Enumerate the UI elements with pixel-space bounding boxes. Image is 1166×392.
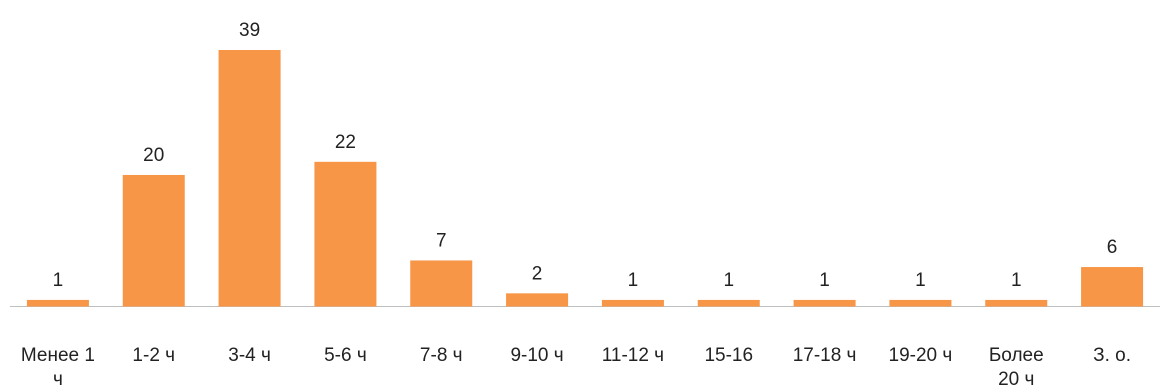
data-label-11: 6 bbox=[1107, 237, 1118, 258]
x-tick-label-line: 20 ч bbox=[998, 369, 1034, 390]
bar-7 bbox=[697, 299, 760, 307]
bars-layer bbox=[26, 50, 1144, 307]
data-label-10: 1 bbox=[1011, 270, 1022, 291]
x-tick-label-line: 1-2 ч bbox=[132, 345, 175, 366]
data-label-4: 7 bbox=[436, 230, 447, 251]
x-tick-label-line: 3-4 ч bbox=[228, 345, 271, 366]
x-tick-label-line: ч bbox=[53, 369, 63, 390]
x-tick-label-7: 15-16 bbox=[704, 345, 753, 366]
x-tick-label-line: 19-20 ч bbox=[889, 345, 953, 366]
x-tick-label-line: Менее 1 bbox=[21, 345, 95, 366]
x-tick-label-2: 3-4 ч bbox=[228, 345, 271, 366]
x-tick-label-9: 19-20 ч bbox=[889, 345, 953, 366]
x-tick-label-line: 7-8 ч bbox=[420, 345, 463, 366]
x-axis-tick-labels: Менее 1 ч 1-2 ч 3-4 ч 5-6 ч 7-8 ч 9-10 ч 11-12 … bbox=[21, 345, 1131, 390]
bar-8 bbox=[793, 299, 856, 307]
data-label-3: 22 bbox=[335, 132, 356, 153]
bar-5 bbox=[506, 293, 569, 307]
bar-0 bbox=[26, 299, 89, 307]
bar-4 bbox=[410, 260, 473, 307]
data-label-5: 2 bbox=[532, 263, 543, 284]
bar-2 bbox=[218, 50, 281, 307]
bar-11 bbox=[1081, 267, 1144, 307]
data-label-2: 39 bbox=[239, 20, 260, 41]
data-label-1: 20 bbox=[143, 145, 164, 166]
bar-1 bbox=[122, 174, 185, 307]
x-tick-label-line: З. о. bbox=[1093, 345, 1131, 366]
x-tick-label-10: Более 20 ч bbox=[989, 345, 1044, 390]
x-tick-label-line: 15-16 bbox=[704, 345, 753, 366]
x-tick-label-line: 17-18 ч bbox=[793, 345, 857, 366]
x-tick-label-4: 7-8 ч bbox=[420, 345, 463, 366]
data-label-0: 1 bbox=[53, 270, 64, 291]
data-label-6: 1 bbox=[628, 270, 639, 291]
value-labels-layer: 1 20 39 22 7 2 1 1 1 1 1 6 bbox=[53, 20, 1118, 291]
bar-10 bbox=[985, 299, 1048, 307]
bar-6 bbox=[601, 299, 664, 307]
bar-3 bbox=[314, 161, 377, 307]
data-label-8: 1 bbox=[819, 270, 830, 291]
data-label-7: 1 bbox=[723, 270, 734, 291]
data-label-9: 1 bbox=[915, 270, 926, 291]
x-tick-label-6: 11-12 ч bbox=[602, 345, 664, 366]
x-tick-label-line: 11-12 ч bbox=[602, 345, 664, 366]
bar-9 bbox=[889, 299, 952, 307]
x-tick-label-line: 9-10 ч bbox=[510, 345, 563, 366]
x-tick-label-3: 5-6 ч bbox=[324, 345, 367, 366]
x-tick-label-line: Более bbox=[989, 345, 1044, 366]
x-tick-label-5: 9-10 ч bbox=[510, 345, 563, 366]
x-tick-label-8: 17-18 ч bbox=[793, 345, 857, 366]
x-tick-label-11: З. о. bbox=[1093, 345, 1131, 366]
x-tick-label-line: 5-6 ч bbox=[324, 345, 367, 366]
x-tick-label-1: 1-2 ч bbox=[132, 345, 175, 366]
x-tick-label-0: Менее 1 ч bbox=[21, 345, 95, 390]
